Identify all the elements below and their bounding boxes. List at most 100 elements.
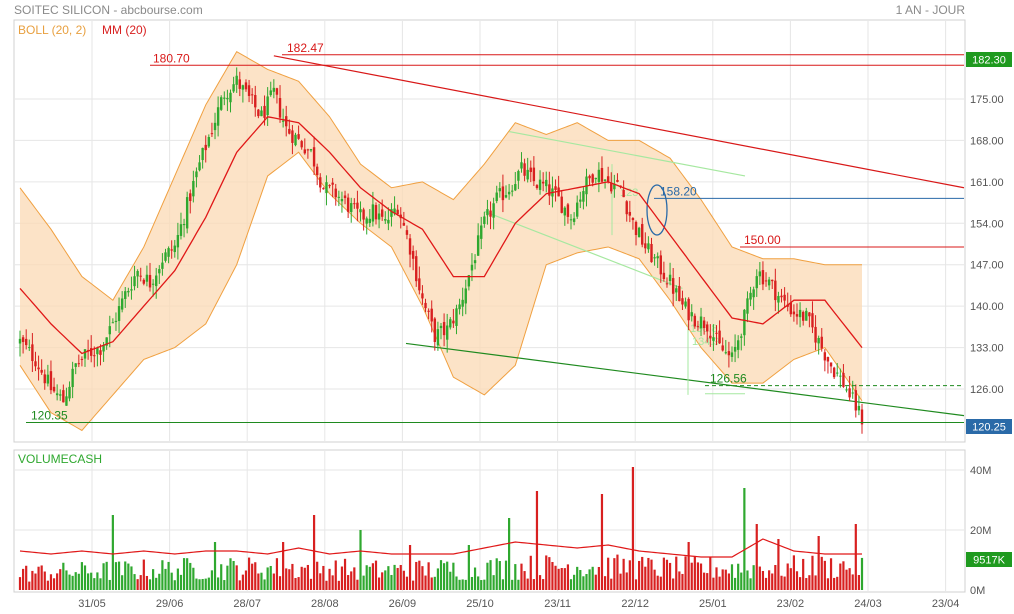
candle-body (170, 249, 173, 251)
candle-body (495, 192, 498, 202)
candle-body (486, 209, 489, 216)
volume-bar (87, 573, 90, 590)
candle-body (470, 264, 474, 271)
volume-bar (761, 570, 765, 590)
x-tick-label: 28/08 (311, 598, 339, 610)
candle-body (384, 219, 387, 221)
volume-bar (40, 565, 43, 590)
candle-body (473, 260, 477, 264)
candle-body (492, 203, 495, 218)
candle-body (312, 147, 316, 167)
volume-bar (328, 568, 331, 590)
volume-bar (647, 557, 650, 590)
volume-bar (74, 572, 77, 590)
candle-body (801, 311, 805, 321)
volume-bar (21, 568, 25, 590)
candle-body (820, 336, 823, 349)
volume-bar (127, 563, 130, 590)
volume-bar (260, 572, 263, 590)
candle-body (532, 167, 536, 182)
volume-bar (226, 565, 229, 590)
candle-body (368, 218, 372, 224)
volume-bar (130, 566, 133, 590)
chart-period: 1 AN - JOUR (896, 3, 966, 17)
candle-body (272, 87, 276, 92)
volume-bar (291, 563, 294, 590)
x-tick-label: 24/03 (854, 598, 882, 610)
volume-bar (124, 561, 127, 590)
candle-body (18, 338, 22, 344)
candle-body (288, 128, 291, 134)
candle-body (597, 169, 601, 183)
candle-body (576, 202, 579, 217)
candle-body (483, 216, 486, 225)
x-tick-label: 31/05 (78, 598, 106, 610)
volume-bar (579, 570, 582, 590)
candle-body (24, 338, 28, 346)
candle-body (718, 330, 721, 344)
volume-bar (241, 574, 244, 590)
volume-bar (331, 575, 334, 590)
volume-bar (795, 571, 799, 590)
x-tick-label: 22/12 (621, 598, 649, 610)
volume-bar (743, 488, 746, 590)
moving-average (19, 116, 863, 355)
volume-bar (232, 560, 235, 590)
candle-body (823, 352, 827, 361)
candle-body (541, 181, 545, 184)
volume-bar (412, 580, 415, 590)
volume-bar (786, 563, 789, 590)
candle-body (68, 386, 71, 399)
volume-bar (220, 564, 223, 590)
candle-body (656, 256, 659, 259)
candle-body (343, 195, 347, 199)
candle-body (510, 190, 514, 192)
volume-bar (105, 561, 108, 590)
candle-body (71, 368, 74, 388)
candle-body (46, 374, 50, 384)
channel-lower-line (484, 210, 683, 289)
volume-bar (285, 568, 288, 590)
volume-bar (613, 558, 616, 590)
candle-body (182, 224, 186, 226)
volume-bars (18, 467, 864, 590)
volume-bar (817, 536, 820, 590)
candle-body (467, 275, 471, 287)
candle-body (223, 97, 226, 99)
candle-body (291, 130, 294, 143)
candle-body (309, 149, 313, 151)
volume-bar (56, 573, 59, 590)
candle-body (427, 310, 430, 312)
level-label: 158.20 (660, 184, 697, 198)
legend-bollinger: BOLL (20, 2) (18, 23, 86, 37)
volume-bar (254, 562, 257, 590)
volume-bar (65, 570, 68, 590)
candle-body (795, 314, 799, 317)
candle-body (560, 196, 563, 213)
volume-bar (597, 566, 600, 590)
volume-bar (210, 570, 214, 590)
volume-bar (247, 557, 251, 590)
volume-bar (492, 575, 495, 590)
volume-bar (356, 579, 359, 590)
candle-body (637, 227, 641, 238)
volume-bar (733, 577, 737, 590)
candle-body (783, 294, 786, 301)
candle-body (517, 171, 520, 181)
candle-body (631, 218, 635, 221)
candle-body (755, 276, 758, 289)
candle-body (538, 179, 542, 190)
volume-bar (418, 560, 421, 590)
candle-body (687, 298, 690, 321)
volume-bar (823, 560, 826, 590)
candle-body (665, 283, 669, 285)
volume-bar (446, 561, 449, 590)
candle-body (232, 84, 235, 92)
volume-bar (789, 568, 792, 590)
candle-body (213, 122, 217, 131)
candle-body (210, 133, 214, 135)
volume-bar (436, 568, 440, 590)
candle-body (216, 107, 220, 126)
y-tick-label: 126.00 (970, 384, 1004, 396)
volume-bar (752, 565, 755, 590)
